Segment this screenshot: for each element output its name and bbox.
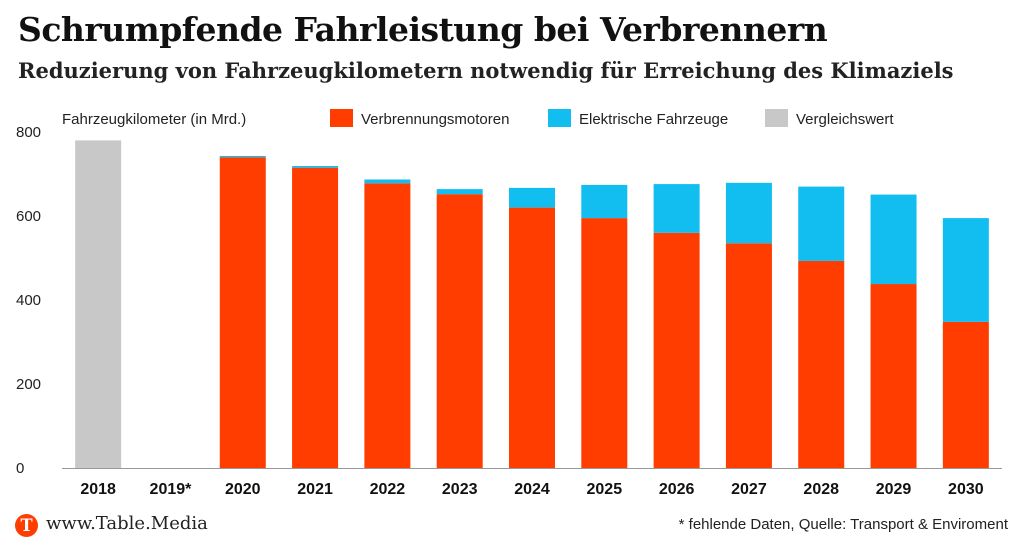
bar-elektrische-fahrzeuge <box>292 166 339 168</box>
y-tick-label: 800 <box>16 124 41 141</box>
chart-title: Schrumpfende Fahrleistung bei Verbrenner… <box>18 10 828 49</box>
legend-swatch <box>765 109 788 127</box>
legend-label: Elektrische Fahrzeuge <box>579 111 728 128</box>
legend-swatch <box>330 109 353 127</box>
bar-elektrische-fahrzeuge <box>509 187 555 208</box>
x-tick-label: 2022 <box>370 481 406 498</box>
bar-verbrennungsmotoren <box>581 218 628 468</box>
bar-verbrennungsmotoren <box>509 207 555 468</box>
bar-verbrennungsmotoren <box>219 157 266 468</box>
x-tick-label: 2026 <box>659 481 695 498</box>
bar-verbrennungsmotoren <box>870 284 917 468</box>
bar-elektrische-fahrzeuge <box>653 184 700 233</box>
table-media-logo-icon: T <box>15 514 38 537</box>
x-tick-label: 2030 <box>948 481 984 498</box>
bar-elektrische-fahrzeuge <box>436 189 483 195</box>
bar-verbrennungsmotoren <box>292 167 339 468</box>
x-tick-label: 2025 <box>587 481 623 498</box>
bar-elektrische-fahrzeuge <box>219 155 266 158</box>
bar-elektrische-fahrzeuge <box>725 182 772 244</box>
x-tick-label: 2018 <box>80 481 116 498</box>
x-tick-label: 2019* <box>150 481 193 498</box>
x-tick-label: 2028 <box>803 481 839 498</box>
footer-source-note: * fehlende Daten, Quelle: Transport & En… <box>678 516 1008 533</box>
x-tick-label: 2024 <box>514 481 550 498</box>
y-tick-label: 600 <box>16 208 41 225</box>
bar-elektrische-fahrzeuge <box>581 184 628 219</box>
x-tick-label: 2027 <box>731 481 767 498</box>
x-tick-label: 2020 <box>225 481 261 498</box>
legend-label: Vergleichswert <box>796 111 894 128</box>
footer-site-link[interactable]: www.Table.Media <box>46 513 208 534</box>
bar-verbrennungsmotoren <box>364 183 411 469</box>
y-tick-label: 0 <box>16 460 24 477</box>
y-tick-label: 400 <box>16 292 41 309</box>
y-tick-label: 200 <box>16 376 41 393</box>
bar-elektrische-fahrzeuge <box>870 194 917 285</box>
legend-swatch <box>548 109 571 127</box>
y-axis-label: Fahrzeugkilometer (in Mrd.) <box>62 111 246 128</box>
bar-verbrennungsmotoren <box>436 194 483 468</box>
bar-verbrennungsmotoren <box>942 321 989 468</box>
bar-verbrennungsmotoren <box>725 243 772 468</box>
legend-label: Verbrennungsmotoren <box>361 111 509 128</box>
x-tick-label: 2023 <box>442 481 478 498</box>
bar-vergleichswert <box>75 140 122 468</box>
bar-elektrische-fahrzeuge <box>942 218 989 322</box>
bar-elektrische-fahrzeuge <box>798 186 845 261</box>
bar-elektrische-fahrzeuge <box>364 179 411 184</box>
x-tick-label: 2029 <box>876 481 912 498</box>
x-tick-label: 2021 <box>297 481 333 498</box>
chart-subtitle: Reduzierung von Fahrzeugkilometern notwe… <box>18 58 954 83</box>
bar-verbrennungsmotoren <box>798 260 845 468</box>
bar-verbrennungsmotoren <box>653 232 700 468</box>
svg-text:T: T <box>20 516 32 535</box>
